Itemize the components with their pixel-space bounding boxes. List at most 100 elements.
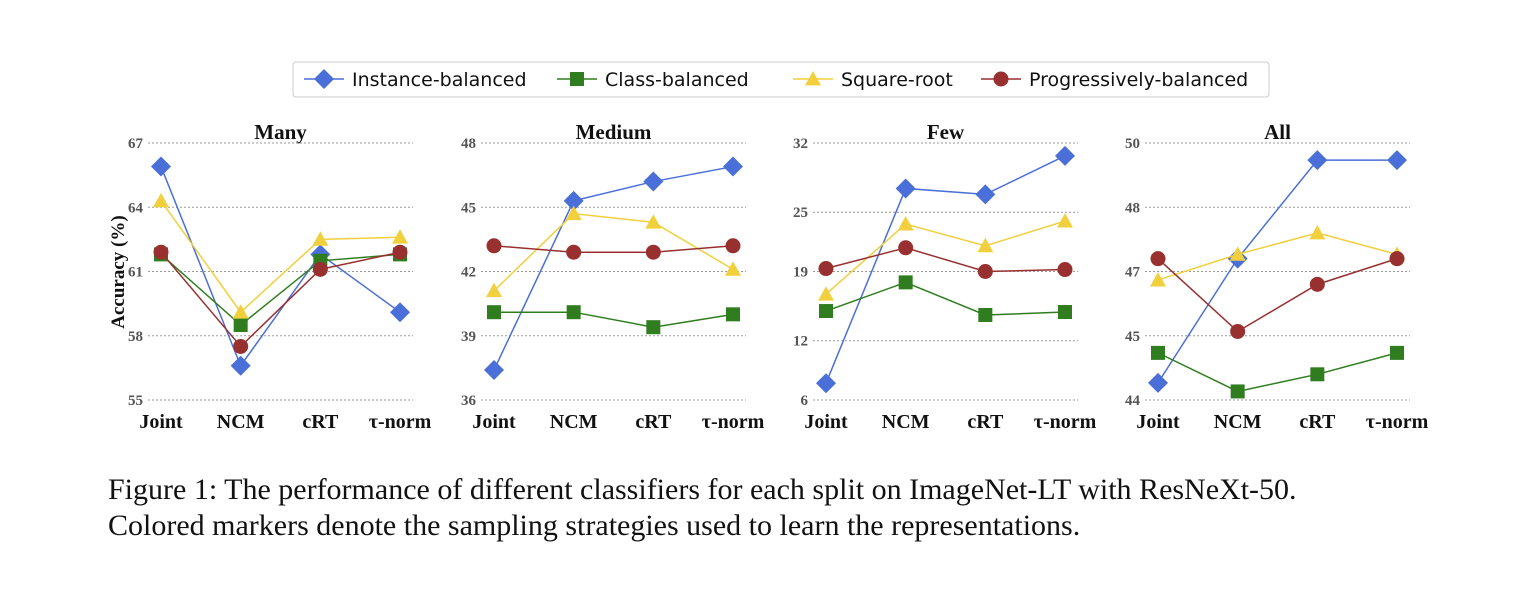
x-tick-label: cRT — [967, 411, 1004, 433]
panel-few: Few 6 12 19 25 32 Joint NCM cRT τ-norm — [793, 120, 1097, 433]
data-point-instance-balanced — [1307, 150, 1328, 171]
y-tick-label: 39 — [461, 329, 476, 345]
x-tick-label: τ-norm — [1034, 411, 1097, 433]
y-tick-label: 45 — [1125, 329, 1140, 345]
y-tick-label: 47 — [1125, 265, 1141, 281]
y-tick-label: 61 — [128, 265, 143, 281]
data-point-square-root — [725, 261, 741, 276]
data-point-class-balanced — [898, 275, 913, 290]
data-point-instance-balanced — [390, 302, 410, 323]
y-tick-label: 36 — [461, 393, 477, 409]
data-point-progressively-balanced — [645, 244, 661, 260]
data-point-square-root — [392, 229, 408, 244]
x-tick-label: NCM — [1214, 411, 1262, 433]
data-point-progressively-balanced — [486, 238, 502, 254]
data-point-class-balanced — [978, 307, 993, 322]
series-line-class-balanced — [160, 253, 401, 327]
data-point-progressively-balanced — [818, 261, 834, 277]
series-line-instance-balanced — [825, 155, 1066, 384]
series-line-instance-balanced — [1157, 159, 1397, 384]
data-point-square-root — [897, 216, 914, 231]
data-point-instance-balanced — [151, 156, 171, 177]
data-point-class-balanced — [487, 305, 501, 320]
y-tick-label: 42 — [461, 265, 476, 281]
caption-line-2: Colored markers denote the sampling stra… — [108, 509, 1081, 542]
y-tick-label: 6 — [801, 393, 809, 409]
data-point-progressively-balanced — [233, 338, 249, 354]
caption-line-1: Figure 1: The performance of different c… — [108, 473, 1297, 506]
data-point-class-balanced — [566, 305, 581, 320]
series-line-progressively-balanced — [1157, 257, 1398, 333]
legend-label: Progressively-balanced — [1029, 69, 1248, 91]
y-tick-label: 25 — [793, 205, 808, 221]
y-tick-label: 55 — [128, 393, 143, 409]
legend-frame — [292, 61, 1270, 98]
data-point-square-root — [1150, 272, 1166, 287]
y-tick-label: 48 — [1125, 200, 1140, 216]
panel-title: All — [1264, 120, 1291, 144]
data-point-class-balanced — [726, 307, 740, 322]
data-point-progressively-balanced — [1389, 251, 1405, 267]
y-tick-label: 19 — [793, 265, 808, 281]
x-tick-label: Joint — [472, 411, 516, 433]
x-tick-label: NCM — [217, 411, 265, 433]
data-point-class-balanced — [1230, 384, 1245, 399]
legend-label: Square-root — [841, 69, 953, 91]
data-point-instance-balanced — [643, 171, 664, 192]
data-point-square-root — [645, 214, 662, 229]
y-tick-label: 64 — [128, 200, 144, 216]
series-line-instance-balanced — [160, 166, 401, 368]
data-point-progressively-balanced — [898, 240, 914, 256]
data-point-instance-balanced — [1055, 145, 1075, 166]
data-point-class-balanced — [1058, 305, 1072, 320]
data-point-progressively-balanced — [566, 244, 582, 260]
data-point-square-root — [232, 304, 249, 319]
series-line-progressively-balanced — [493, 245, 734, 253]
data-point-class-balanced — [1390, 345, 1404, 360]
series-line-class-balanced — [1157, 352, 1398, 393]
data-point-class-balanced — [233, 318, 248, 333]
panel-all: All 44 45 47 48 50 Joint NCM cRT τ-norm — [1125, 120, 1429, 433]
data-point-progressively-balanced — [977, 264, 993, 279]
data-point-progressively-balanced — [153, 244, 169, 260]
chart-canvas: Instance-balanced Class-balanced Square-ro… — [108, 61, 1429, 433]
data-point-square-root — [1057, 213, 1073, 228]
series-line-class-balanced — [494, 311, 734, 328]
data-point-instance-balanced — [1148, 372, 1168, 393]
data-point-square-root — [486, 282, 502, 298]
data-point-instance-balanced — [230, 355, 251, 376]
legend-label: Class-balanced — [605, 69, 749, 91]
data-point-instance-balanced — [1387, 150, 1407, 171]
data-point-square-root — [818, 286, 834, 301]
legend-entry-square-root: Square-root — [793, 69, 953, 91]
data-point-instance-balanced — [895, 178, 916, 199]
x-tick-label: cRT — [635, 411, 672, 433]
legend: Instance-balanced Class-balanced Square-ro… — [292, 61, 1270, 98]
data-point-instance-balanced — [816, 373, 836, 394]
series-line-progressively-balanced — [160, 251, 401, 348]
data-point-class-balanced — [646, 320, 661, 335]
legend-marker-circle — [993, 71, 1009, 87]
panel-many: Many 55 58 61 64 67 Joint NCM cRT τ-norm — [128, 120, 432, 433]
x-tick-label: NCM — [882, 411, 930, 433]
data-point-square-root — [312, 231, 329, 246]
data-point-square-root — [1309, 224, 1326, 240]
series-line-square-root — [160, 200, 401, 314]
legend-entry-progressively-balanced: Progressively-balanced — [981, 69, 1248, 91]
y-tick-label: 32 — [793, 136, 808, 152]
figure-caption: Figure 1: The performance of different c… — [108, 472, 1508, 544]
panel-title: Few — [927, 120, 965, 144]
y-tick-label: 45 — [461, 200, 476, 216]
x-tick-label: τ-norm — [1366, 411, 1429, 433]
data-point-class-balanced — [819, 304, 833, 319]
legend-marker-diamond — [314, 69, 334, 89]
legend-marker-triangle — [805, 71, 821, 86]
x-tick-label: Joint — [804, 411, 848, 433]
y-tick-label: 58 — [128, 329, 143, 345]
data-point-instance-balanced — [723, 156, 743, 177]
legend-entry-class-balanced: Class-balanced — [557, 69, 749, 91]
series-line-square-root — [1157, 232, 1398, 281]
x-tick-label: τ-norm — [702, 411, 765, 433]
data-point-square-root — [565, 205, 582, 221]
